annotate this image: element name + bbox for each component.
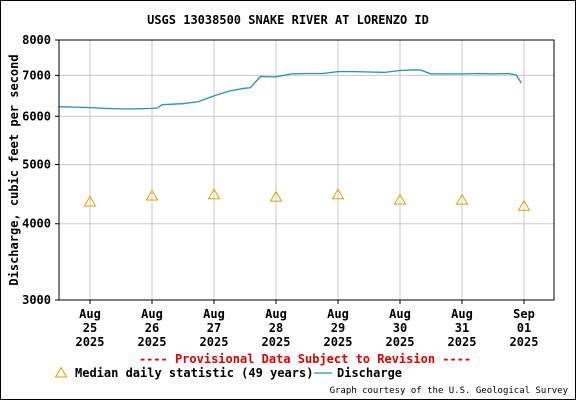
- x-tick-day: 31: [455, 321, 469, 335]
- x-tick-month: Aug: [389, 307, 411, 321]
- x-tick-day: 27: [207, 321, 221, 335]
- x-tick-day: 26: [145, 321, 159, 335]
- x-tick-year: 2025: [448, 335, 477, 349]
- median-triangle-marker: [145, 189, 159, 201]
- data-series: [58, 69, 531, 211]
- x-tick-year: 2025: [324, 335, 353, 349]
- x-axis-ticks: Aug252025Aug262025Aug272025Aug282025Aug2…: [76, 300, 539, 349]
- chart-title: USGS 13038500 SNAKE RIVER AT LORENZO ID: [147, 13, 429, 27]
- x-tick-day: 30: [393, 321, 407, 335]
- y-tick-label: 4000: [22, 217, 51, 231]
- y-tick-label: 7000: [22, 68, 51, 82]
- x-tick-month: Aug: [451, 307, 473, 321]
- y-tick-label: 6000: [22, 109, 51, 123]
- x-tick-day: 29: [331, 321, 345, 335]
- legend-median-label: Median daily statistic (49 years): [75, 366, 313, 380]
- legend-discharge-label: Discharge: [337, 366, 402, 380]
- plot-area-border: [58, 39, 555, 301]
- credit-text: Graph courtesy of the U.S. Geological Su…: [330, 386, 569, 396]
- y-tick-label: 8000: [22, 33, 51, 47]
- y-tick-label: 5000: [22, 158, 51, 172]
- grid-lines: [59, 40, 554, 300]
- x-tick-month: Sep: [513, 307, 535, 321]
- x-tick-year: 2025: [262, 335, 291, 349]
- median-triangle-marker: [393, 193, 407, 205]
- x-tick-year: 2025: [386, 335, 415, 349]
- x-tick-month: Aug: [79, 307, 101, 321]
- median-triangle-marker: [331, 188, 345, 200]
- median-triangle-icon: [54, 366, 68, 378]
- y-axis-ticks: 3000 4000 5000 6000 7000 8000: [22, 33, 59, 307]
- y-tick-label: 3000: [22, 293, 51, 307]
- x-tick-month: Aug: [265, 307, 287, 321]
- x-tick-year: 2025: [510, 335, 539, 349]
- legend: Median daily statistic (49 years) Discha…: [54, 366, 402, 380]
- median-triangle-marker: [83, 195, 97, 207]
- median-triangle-marker: [517, 199, 531, 211]
- median-triangle-marker: [455, 193, 469, 205]
- x-tick-year: 2025: [76, 335, 105, 349]
- y-axis-label: Discharge, cubic feet per second: [7, 54, 21, 285]
- x-tick-year: 2025: [200, 335, 229, 349]
- provisional-note: ---- Provisional Data Subject to Revisio…: [139, 352, 471, 366]
- x-tick-month: Aug: [327, 307, 349, 321]
- x-tick-day: 25: [83, 321, 97, 335]
- x-tick-month: Aug: [141, 307, 163, 321]
- x-tick-day: 01: [517, 321, 531, 335]
- x-tick-day: 28: [269, 321, 283, 335]
- discharge-series-line: [58, 69, 522, 110]
- x-tick-month: Aug: [203, 307, 225, 321]
- median-triangle-marker: [269, 190, 283, 202]
- x-tick-year: 2025: [138, 335, 167, 349]
- median-triangle-marker: [207, 188, 221, 200]
